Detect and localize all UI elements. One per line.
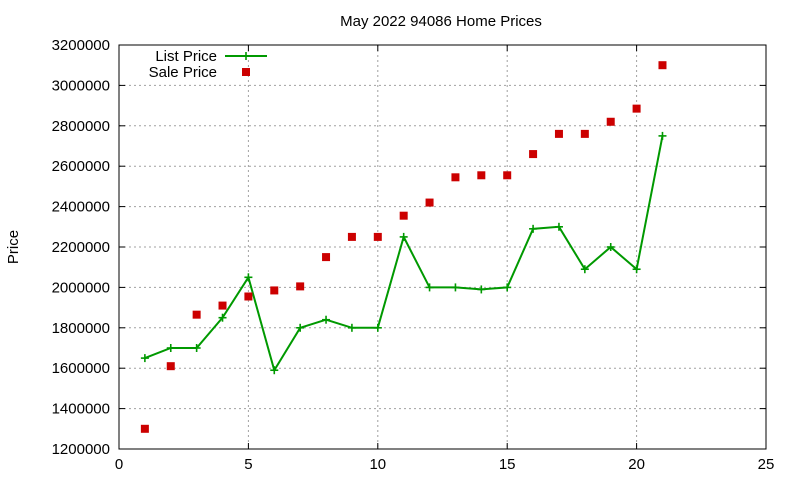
data-point — [244, 273, 253, 282]
data-point — [529, 150, 538, 159]
series-list-price — [140, 131, 667, 375]
y-tick-label: 2800000 — [52, 118, 110, 135]
data-point — [554, 222, 563, 231]
legend-label-sale-price: Sale Price — [149, 64, 217, 81]
data-point — [658, 131, 667, 140]
data-point — [580, 129, 589, 138]
y-tick-label: 1200000 — [52, 441, 110, 458]
data-point — [192, 310, 201, 319]
legend-marker-sale-price — [242, 68, 250, 76]
data-point — [244, 292, 253, 301]
y-tick-label: 1400000 — [52, 401, 110, 418]
data-point — [658, 61, 667, 70]
data-point — [166, 362, 175, 371]
data-point — [425, 283, 434, 292]
legend: List Price Sale Price — [149, 48, 267, 81]
chart-title: May 2022 94086 Home Prices — [340, 13, 542, 30]
x-tick-label: 15 — [499, 456, 516, 473]
data-point — [503, 283, 512, 292]
y-tick-label: 3200000 — [52, 37, 110, 54]
axis-ticks: 0 5 10 15 20 25 1200000 1400000 1600000 1800000 20… — [52, 37, 775, 473]
data-point — [373, 323, 382, 332]
data-point — [451, 283, 460, 292]
data-point — [399, 211, 408, 220]
data-point — [140, 354, 149, 363]
data-point — [322, 253, 331, 262]
data-point — [166, 344, 175, 352]
data-point — [529, 224, 538, 233]
plot-area-border — [118, 44, 767, 450]
grid — [119, 45, 766, 449]
x-tick-label: 25 — [758, 456, 775, 473]
data-point — [218, 301, 227, 310]
data-point — [606, 243, 615, 251]
data-point — [477, 171, 486, 180]
data-point — [296, 323, 305, 332]
data-point — [503, 171, 512, 180]
data-point — [632, 104, 641, 113]
data-point — [192, 344, 201, 352]
series-sale-price — [140, 61, 667, 433]
x-tick-label: 5 — [244, 456, 252, 473]
data-point — [451, 173, 460, 182]
data-point — [425, 198, 434, 207]
x-tick-label: 10 — [369, 456, 386, 473]
y-tick-label: 2600000 — [52, 158, 110, 175]
data-point — [296, 282, 305, 291]
data-point — [554, 129, 563, 138]
y-tick-label: 1800000 — [52, 320, 110, 337]
data-point — [322, 315, 331, 324]
data-point — [632, 265, 641, 274]
data-point — [399, 232, 408, 241]
y-axis-label: Price — [5, 230, 22, 264]
x-tick-label: 0 — [115, 456, 123, 473]
data-point — [580, 265, 589, 274]
series-line — [144, 135, 664, 373]
legend-marker-list-price — [242, 52, 250, 60]
data-point — [477, 285, 486, 294]
data-point — [270, 286, 279, 295]
data-point — [218, 313, 227, 322]
x-tick-label: 20 — [628, 456, 645, 473]
data-point — [606, 117, 615, 126]
data-point — [347, 323, 356, 332]
data-point — [140, 424, 149, 433]
data-point — [270, 366, 279, 375]
data-point — [373, 232, 382, 241]
legend-label-list-price: List Price — [155, 48, 217, 65]
y-tick-label: 1600000 — [52, 360, 110, 377]
y-tick-label: 2200000 — [52, 239, 110, 256]
y-tick-label: 3000000 — [52, 77, 110, 94]
y-tick-label: 2400000 — [52, 199, 110, 216]
y-tick-label: 2000000 — [52, 279, 110, 296]
plot-series — [140, 61, 667, 433]
data-point — [347, 232, 356, 241]
